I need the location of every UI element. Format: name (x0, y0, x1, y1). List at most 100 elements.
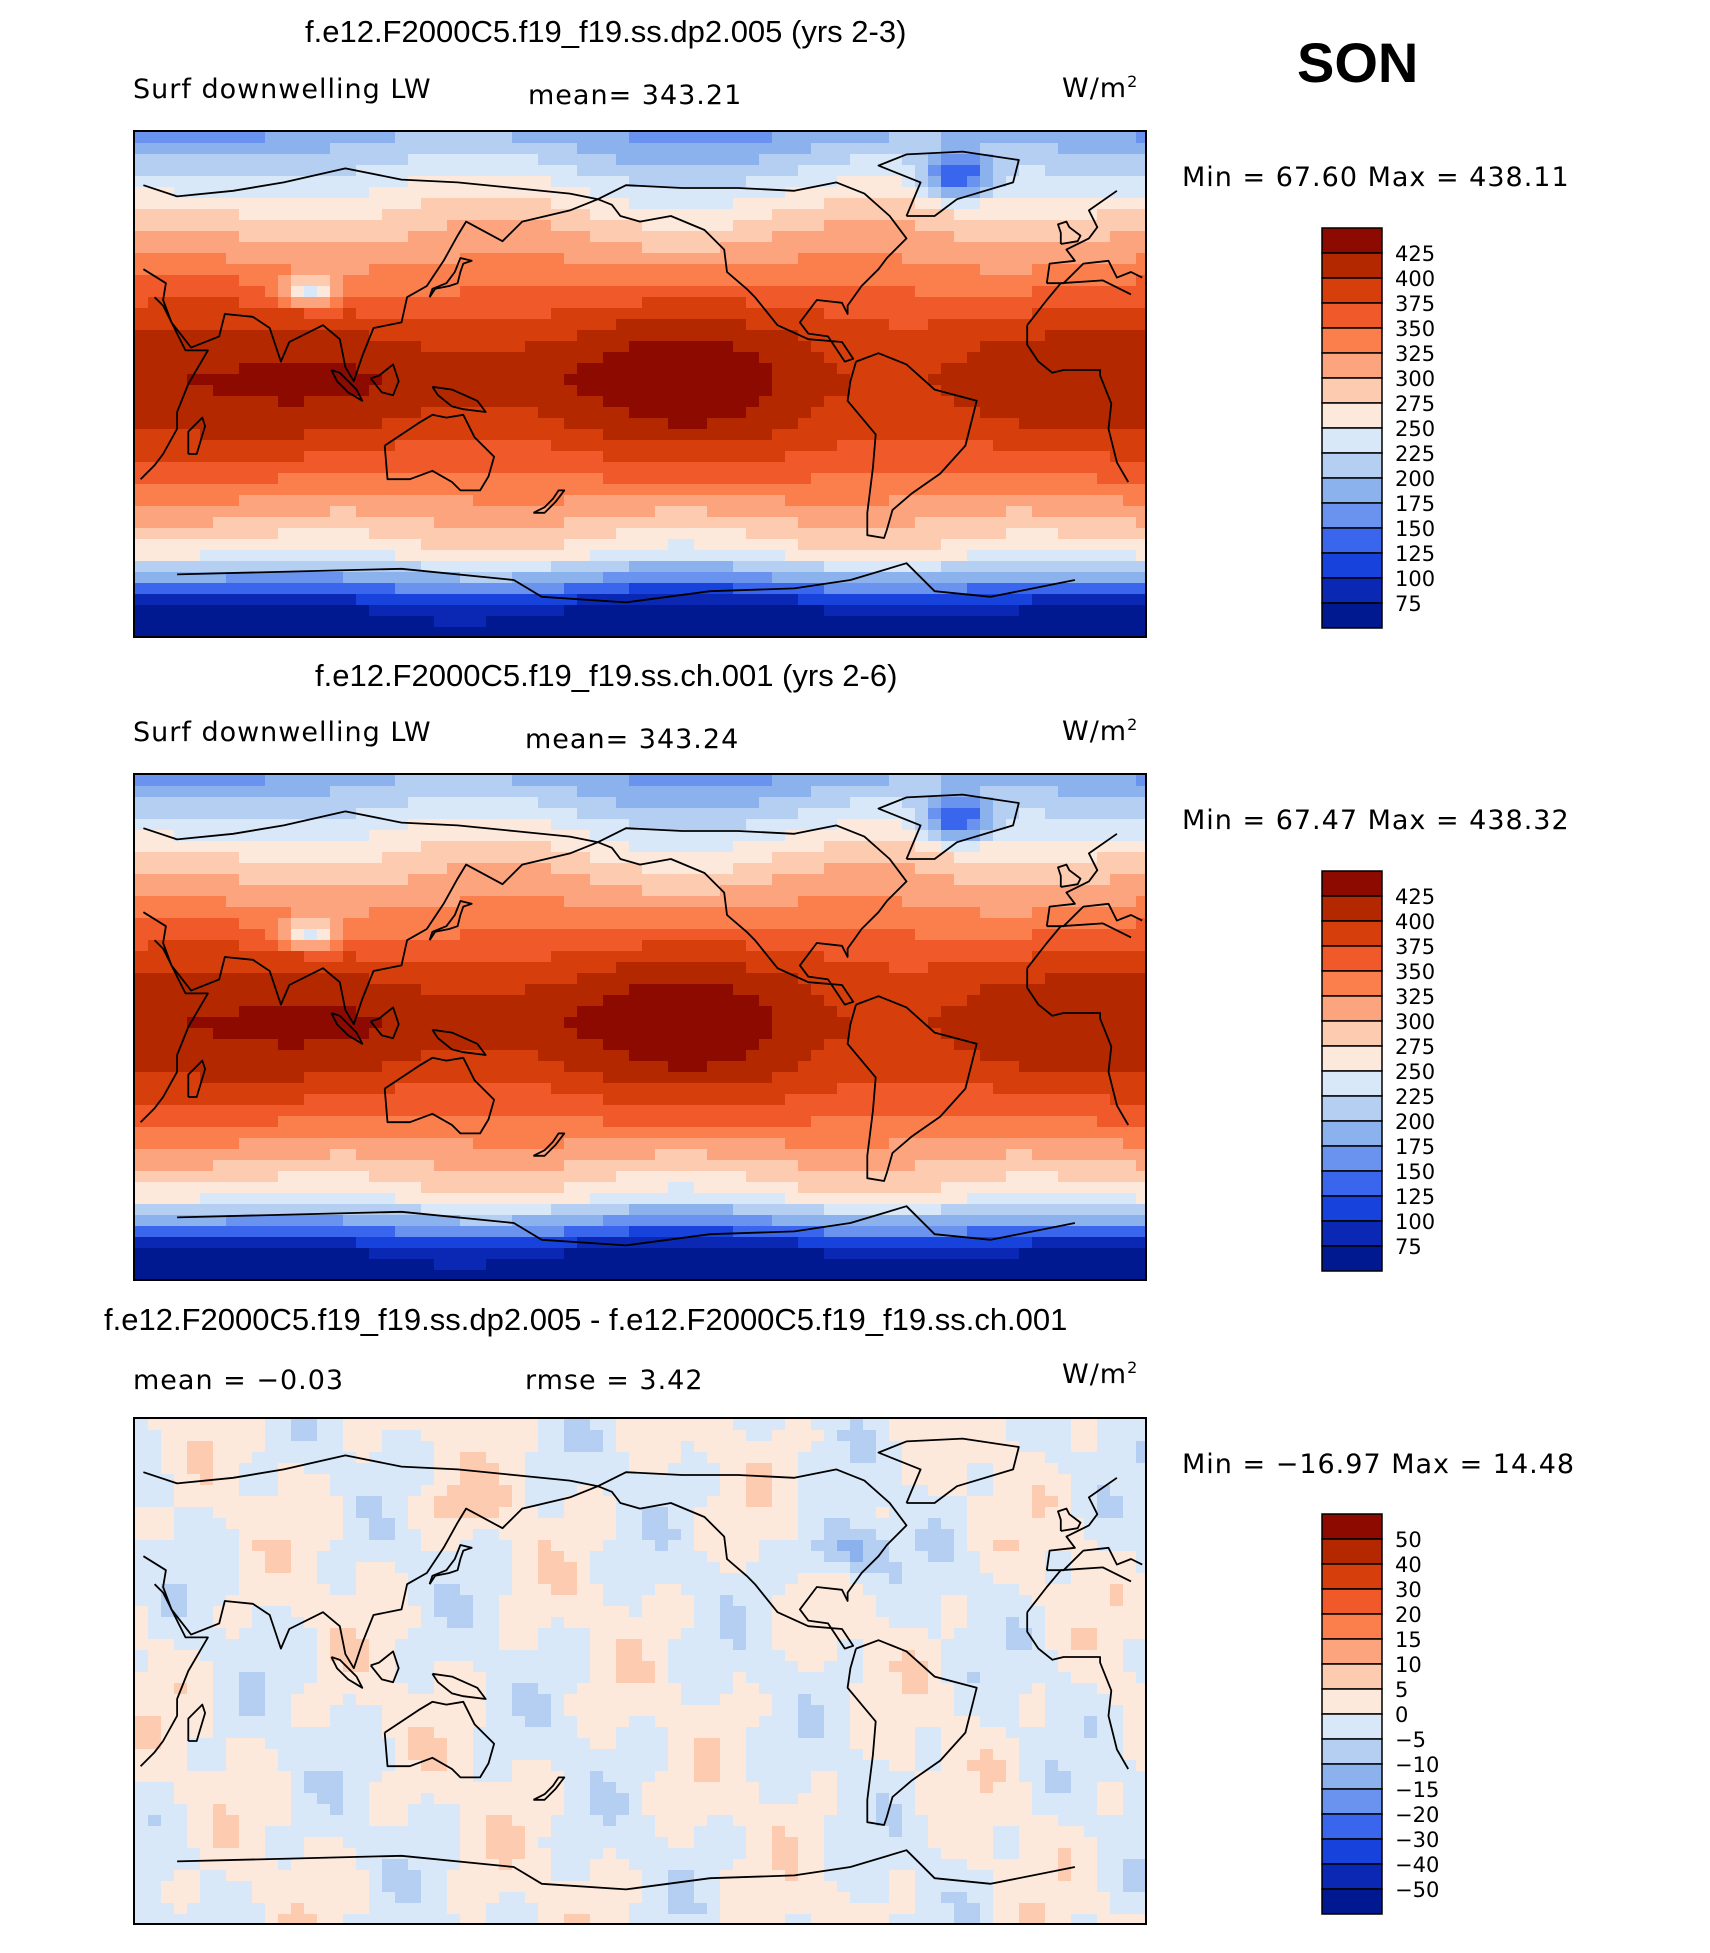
borneo-outline (369, 1006, 400, 1040)
colorbar-level-label: 325 (1395, 342, 1435, 366)
colorbar-level-label: 375 (1395, 935, 1435, 959)
colorbar-box (1321, 920, 1383, 947)
europe-asia-outline (142, 1454, 599, 1670)
colorbar-level-label: 100 (1395, 1210, 1435, 1234)
colorbar-level-label: 400 (1395, 910, 1435, 934)
colorbar-level-label: −20 (1395, 1803, 1439, 1827)
colorbar-box (1321, 1245, 1383, 1272)
greenland-outline (877, 793, 1020, 860)
panel-3-colorbar: 50 40 30 20 15 10 5 0 −5 −10 −15 −20 −30 −40 −50 (1321, 1513, 1521, 1920)
new-guinea-outline (431, 1028, 487, 1056)
colorbar-box (1321, 402, 1383, 429)
sumatra-outline (330, 1012, 364, 1045)
colorbar-level-label: 20 (1395, 1603, 1422, 1627)
colorbar-box (1321, 1638, 1383, 1665)
colorbar-box (1321, 1220, 1383, 1247)
field-cells (135, 132, 1145, 636)
colorbar-box (1321, 502, 1383, 529)
colorbar-level-label: 200 (1395, 467, 1435, 491)
europe-asia-outline (1046, 902, 1143, 928)
colorbar-box (1321, 1513, 1383, 1540)
colorbar-level-label: 275 (1395, 392, 1435, 416)
borneo-outline (369, 363, 400, 397)
colorbar-level-label: 325 (1395, 985, 1435, 1009)
panel-2-colorbar: 425 400 375 350 325 300 275 250 225 200 175 150 125 1… (1321, 870, 1521, 1277)
south-america-outline (846, 995, 978, 1182)
colorbar-level-label: 250 (1395, 417, 1435, 441)
colorbar-box (1321, 1763, 1383, 1790)
colorbar-box (1321, 1663, 1383, 1690)
colorbar-level-label: 10 (1395, 1653, 1422, 1677)
colorbar-level-label: −15 (1395, 1778, 1439, 1802)
colorbar-level-label: 150 (1395, 517, 1435, 541)
colorbar-level-label: 30 (1395, 1578, 1422, 1602)
colorbar-level-label: 15 (1395, 1628, 1422, 1652)
colorbar-level-label: 350 (1395, 960, 1435, 984)
colorbar-level-label: −30 (1395, 1828, 1439, 1852)
new-guinea-outline (431, 385, 487, 413)
north-america-outline (597, 181, 908, 363)
colorbar-level-label: 75 (1395, 592, 1422, 616)
europe-asia-outline (1045, 1477, 1118, 1571)
panel-2-units: W/m2 (1062, 715, 1139, 747)
britain-outline (1057, 220, 1082, 245)
colorbar-level-label: 50 (1395, 1528, 1422, 1552)
greenland-outline (877, 1437, 1020, 1504)
colorbar-level-label: 400 (1395, 267, 1435, 291)
antarctica-outline (177, 562, 1076, 604)
panel-1-title: f.e12.F2000C5.f19_f19.ss.dp2.005 (yrs 2-… (305, 14, 907, 49)
panel-2-map (133, 773, 1147, 1281)
colorbar-box (1321, 1738, 1383, 1765)
new-zealand-outline (532, 1776, 566, 1801)
field-cells (135, 1419, 1145, 1923)
north-america-outline (597, 1468, 908, 1650)
colorbar-box (1321, 1813, 1383, 1840)
colorbar-box (1321, 427, 1383, 454)
colorbar-level-label: 125 (1395, 1185, 1435, 1209)
colorbar-box (1321, 377, 1383, 404)
colorbar-level-label: −5 (1395, 1728, 1426, 1752)
colorbar-box (1321, 1863, 1383, 1890)
panel-1-map (133, 130, 1147, 638)
colorbar-box (1321, 1538, 1383, 1565)
colorbar-box (1321, 277, 1383, 304)
colorbar-box (1321, 1613, 1383, 1640)
colorbar-box (1321, 1145, 1383, 1172)
colorbar-level-label: 175 (1395, 492, 1435, 516)
europe-asia-outline (1045, 190, 1118, 284)
panel-1-units: W/m2 (1062, 72, 1139, 104)
colorbar-box (1321, 602, 1383, 629)
colorbar-box (1321, 527, 1383, 554)
colorbar-level-label: 175 (1395, 1135, 1435, 1159)
colorbar-svg: 4254003753503253002752502252001751501251… (1321, 227, 1435, 629)
colorbar-box (1321, 1588, 1383, 1615)
panel-3-title: f.e12.F2000C5.f19_f19.ss.dp2.005 - f.e12… (104, 1302, 1068, 1337)
panel-3-units: W/m2 (1062, 1358, 1139, 1390)
colorbar-box (1321, 945, 1383, 972)
sumatra-outline (330, 369, 364, 402)
madagascar-outline (187, 416, 206, 455)
greenland-outline (877, 150, 1020, 217)
africa-outline (1026, 1612, 1129, 1770)
colorbar-box (1321, 995, 1383, 1022)
antarctica-outline (177, 1849, 1076, 1891)
new-guinea-outline (431, 1672, 487, 1700)
colorbar-level-label: −40 (1395, 1853, 1439, 1877)
colorbar-box (1321, 1888, 1383, 1915)
antarctica-outline (177, 1205, 1076, 1247)
season-label: SON (1297, 31, 1419, 94)
colorbar-level-label: 225 (1395, 442, 1435, 466)
panel-2-variable-label: Surf downwelling LW (133, 717, 432, 748)
colorbar-box (1321, 1838, 1383, 1865)
europe-asia-outline (1046, 1546, 1143, 1572)
colorbar-box (1321, 1045, 1383, 1072)
africa-outline (139, 1583, 209, 1767)
panel-1-colorbar: 425 400 375 350 325 300 275 250 225 200 175 150 125 1… (1321, 227, 1521, 634)
britain-outline (1057, 1507, 1082, 1532)
colorbar-box (1321, 1563, 1383, 1590)
panel-3-minmax: Min = −16.97 Max = 14.48 (1182, 1449, 1576, 1480)
japan-outline (428, 257, 473, 298)
britain-outline (1057, 863, 1082, 888)
colorbar-box (1321, 1713, 1383, 1740)
